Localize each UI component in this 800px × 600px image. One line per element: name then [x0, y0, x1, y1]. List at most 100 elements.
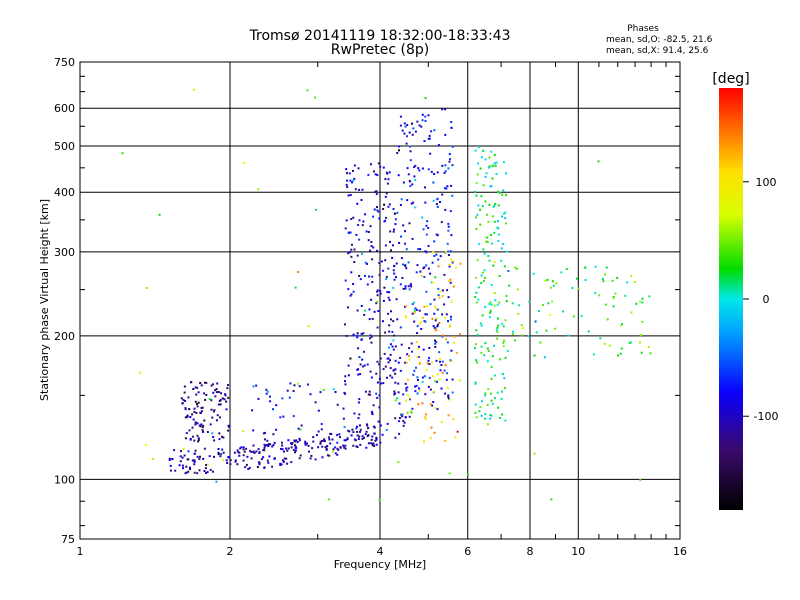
data-point: [386, 182, 389, 185]
data-point: [292, 448, 295, 451]
y-tick-label: 300: [54, 246, 75, 259]
data-point: [322, 388, 325, 391]
data-point: [386, 172, 389, 175]
data-point: [439, 255, 442, 258]
data-point: [201, 429, 204, 432]
data-point: [403, 122, 406, 125]
data-point: [452, 418, 455, 421]
data-point: [439, 360, 441, 363]
data-point: [371, 435, 374, 438]
data-point: [514, 339, 516, 342]
data-point: [491, 177, 494, 180]
data-point: [185, 465, 188, 468]
data-point: [435, 317, 438, 320]
y-tick-label: 750: [54, 56, 75, 69]
data-point: [418, 124, 421, 127]
data-point: [185, 432, 188, 435]
plot-frame: [79, 61, 681, 540]
data-point: [216, 414, 219, 417]
data-point: [549, 286, 552, 289]
data-point: [193, 460, 196, 463]
data-point: [414, 164, 417, 167]
data-point: [432, 325, 435, 328]
data-point: [202, 457, 205, 460]
data-point: [266, 459, 269, 462]
data-point: [368, 390, 371, 393]
data-point: [404, 263, 407, 266]
data-point: [388, 291, 391, 294]
data-point: [185, 415, 188, 418]
data-point: [365, 430, 368, 433]
data-point: [601, 278, 604, 280]
data-point: [480, 414, 483, 417]
data-point: [258, 461, 261, 464]
data-point: [421, 119, 424, 122]
data-point: [392, 339, 395, 342]
data-point: [484, 305, 487, 308]
data-point: [269, 395, 271, 398]
data-point: [434, 380, 437, 383]
data-point: [173, 449, 176, 452]
data-point: [488, 156, 491, 159]
x-tick-label: 16: [673, 545, 687, 558]
data-point: [390, 318, 392, 321]
data-point: [342, 417, 345, 420]
data-point: [240, 446, 243, 449]
data-point: [448, 324, 451, 327]
data-point: [345, 219, 348, 222]
data-point: [353, 164, 356, 167]
data-point: [500, 259, 503, 262]
data-point: [438, 378, 441, 381]
data-point: [193, 459, 196, 462]
data-point: [281, 397, 284, 400]
data-point: [285, 447, 288, 450]
data-point: [434, 305, 437, 308]
data-point: [445, 338, 448, 341]
data-point: [402, 287, 405, 290]
data-point: [427, 245, 430, 247]
data-point: [414, 390, 417, 393]
data-point: [343, 426, 346, 428]
data-point: [212, 410, 215, 413]
data-point: [362, 350, 365, 353]
data-point: [345, 183, 348, 186]
data-point: [272, 408, 274, 411]
data-point: [408, 288, 411, 291]
data-point: [336, 434, 339, 437]
data-point: [344, 383, 347, 386]
data-point: [410, 410, 413, 413]
data-point: [392, 286, 395, 289]
data-point: [263, 466, 266, 469]
data-point: [424, 320, 427, 323]
data-point: [428, 363, 431, 365]
data-point: [193, 407, 196, 410]
data-point: [252, 444, 255, 447]
data-point: [474, 296, 477, 298]
data-point: [360, 305, 363, 307]
data-point: [444, 392, 447, 395]
data-point: [447, 397, 450, 400]
data-point: [309, 457, 312, 460]
data-point: [489, 311, 492, 314]
data-point: [352, 179, 355, 182]
data-point: [467, 473, 470, 476]
data-point: [374, 439, 377, 442]
data-point: [198, 458, 201, 460]
data-point: [496, 391, 499, 394]
x-tick-label: 1: [77, 545, 84, 558]
data-point: [639, 478, 642, 481]
data-point: [441, 295, 444, 298]
data-point: [378, 273, 381, 276]
data-point: [475, 416, 478, 419]
data-point: [211, 416, 214, 419]
data-point: [417, 345, 420, 348]
data-point: [196, 422, 199, 425]
data-point: [377, 310, 380, 312]
data-point: [199, 382, 202, 384]
data-point: [201, 426, 204, 429]
data-point: [587, 330, 590, 333]
data-point: [358, 188, 361, 191]
data-point: [484, 158, 487, 161]
data-point: [360, 199, 363, 201]
data-point: [323, 438, 326, 441]
